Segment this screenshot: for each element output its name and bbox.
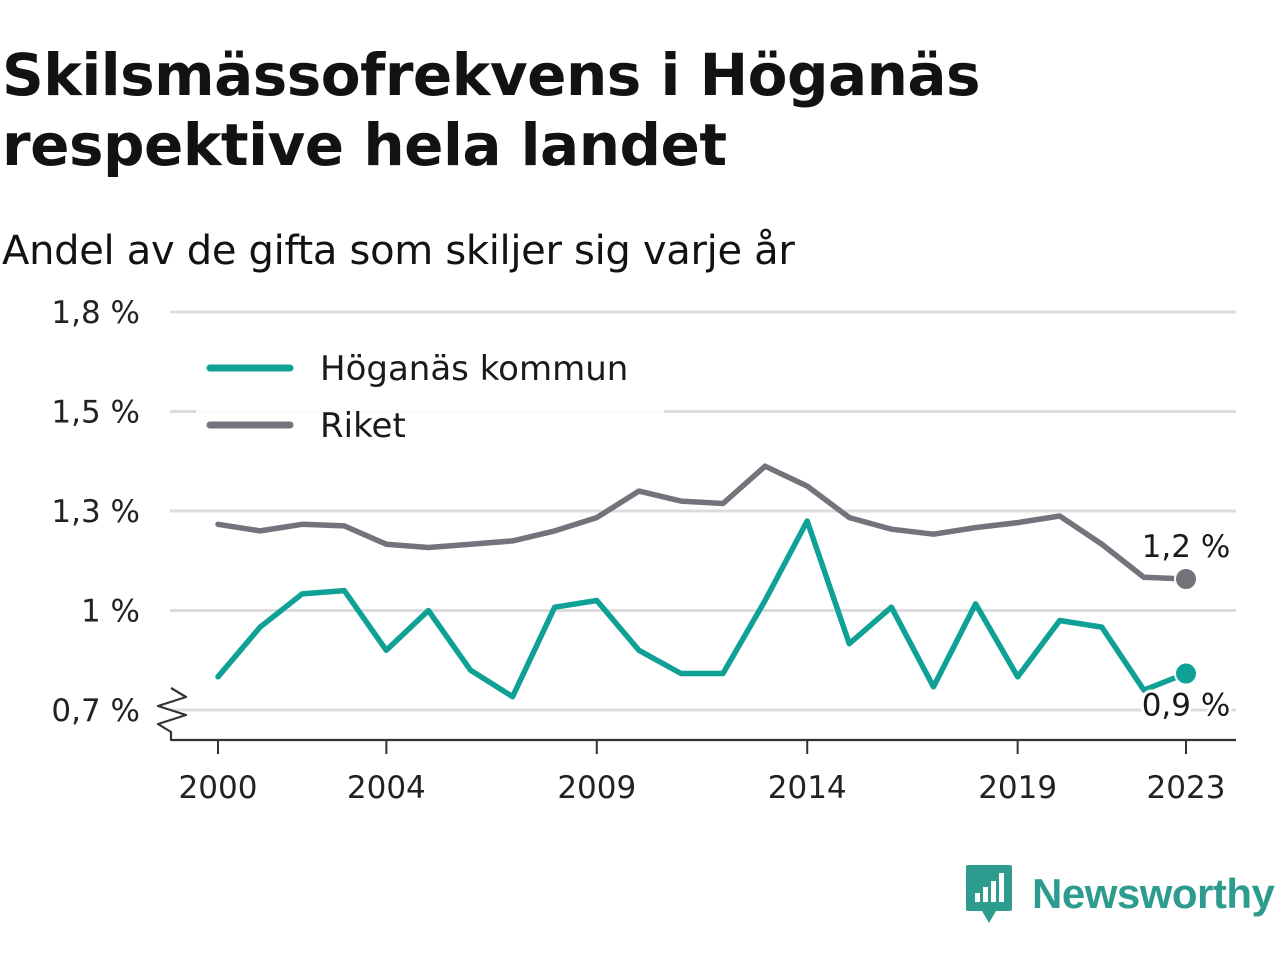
end-point-marker <box>1174 566 1198 591</box>
y-tick-label: 1,8 % <box>51 295 140 331</box>
y-tick-label: 1 % <box>81 594 140 630</box>
end-markers: 0,9 % 1,2 % <box>1139 526 1234 727</box>
y-axis-tick-labels: 0,7 % 1 % 1,3 % 1,5 % 1,8 % <box>51 295 140 729</box>
y-tick-label: 0,7 % <box>51 693 140 729</box>
chart-title: Skilsmässofrekvens i Höganäs respektive … <box>2 41 981 179</box>
end-point-marker <box>1174 661 1198 686</box>
x-axis-line <box>156 687 1236 742</box>
legend: Höganäs kommun Riket <box>196 342 664 454</box>
end-value-label: 1,2 % <box>1142 529 1231 565</box>
end-value-label: 0,9 % <box>1142 688 1231 724</box>
x-tick-label: 2004 <box>347 770 426 806</box>
x-tick-label: 2023 <box>1147 770 1226 806</box>
x-axis-tick-labels: 2000 2004 2009 2014 2019 2023 <box>179 770 1226 806</box>
gridlines <box>170 310 1236 712</box>
legend-label: Höganäs kommun <box>320 349 628 389</box>
x-tick-label: 2019 <box>978 770 1057 806</box>
series-lines <box>215 463 1189 700</box>
legend-label: Riket <box>320 406 406 446</box>
x-tick-label: 2009 <box>557 770 636 806</box>
newsworthy-icon <box>966 865 1012 923</box>
chart-subtitle: Andel av de gifta som skiljer sig varje … <box>2 228 795 274</box>
x-tick-label: 2000 <box>179 770 258 806</box>
series-line-hoganas <box>215 518 1189 700</box>
y-tick-label: 1,5 % <box>51 395 140 431</box>
brand-logo: Newsworthy <box>964 862 1275 926</box>
series-line-riket <box>215 463 1189 582</box>
y-tick-label: 1,3 % <box>51 494 140 530</box>
brand-name: Newsworthy <box>1032 870 1275 917</box>
x-tick-label: 2014 <box>768 770 847 806</box>
x-axis <box>156 687 1236 754</box>
legend-background <box>196 342 664 454</box>
